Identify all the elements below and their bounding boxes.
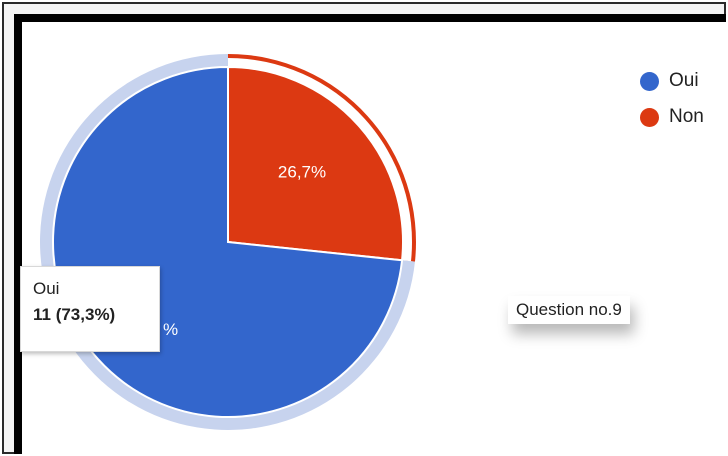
slice-tooltip: Oui 11 (73,3%) xyxy=(20,266,160,352)
tooltip-label: Oui xyxy=(33,279,60,298)
legend-item-non[interactable]: Non xyxy=(640,106,704,128)
question-annotation: Question no.9 xyxy=(508,296,630,324)
slice-label-non: 26,7% xyxy=(278,163,326,182)
legend-label-oui: Oui xyxy=(669,70,699,91)
slice-label-oui-partial: % xyxy=(163,320,179,339)
tooltip-value: 11 (73,3%) xyxy=(33,305,116,324)
slice-non[interactable] xyxy=(227,65,404,262)
legend-marker-oui xyxy=(640,71,659,91)
legend-item-oui[interactable]: Oui xyxy=(640,70,699,92)
legend-marker-non xyxy=(640,107,659,127)
legend-label-non: Non xyxy=(669,106,704,127)
